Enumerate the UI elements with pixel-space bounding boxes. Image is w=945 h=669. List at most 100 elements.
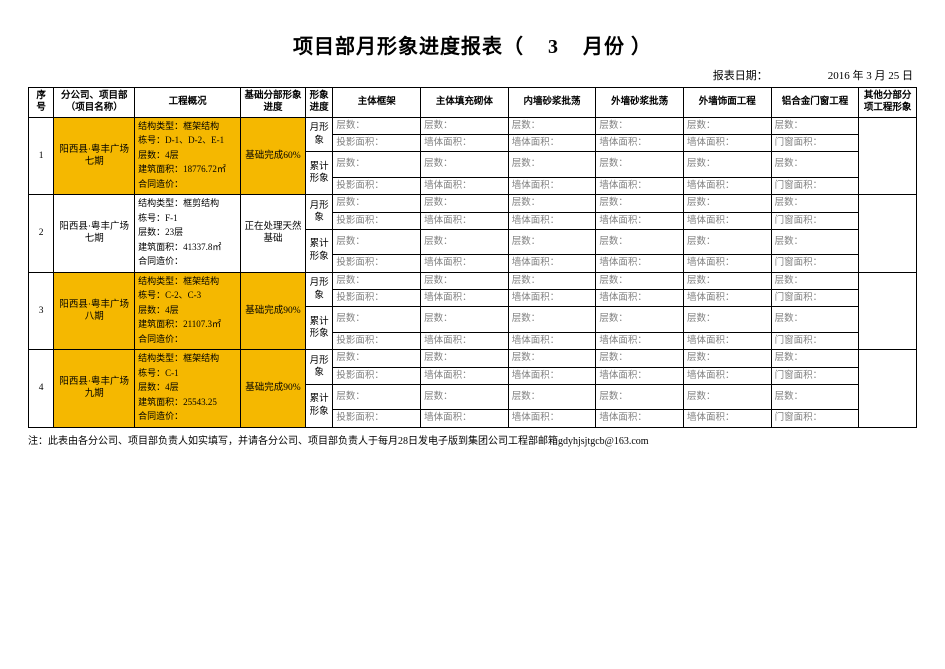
- cell-foundation: 基础完成60%: [241, 117, 306, 195]
- data-cell: 门窗面积：: [771, 332, 859, 349]
- data-cell: 层数：: [596, 117, 684, 134]
- overview-line: 建筑面积：25543.25: [138, 396, 237, 410]
- data-cell: 层数：: [771, 350, 859, 367]
- footer-note: 注：此表由各分公司、项目部负责人如实填写，并请各分公司、项目部负责人于每月28日…: [28, 432, 917, 447]
- data-cell: 投影面积：: [333, 212, 421, 229]
- overview-line: 结构类型：框架结构: [138, 352, 237, 366]
- cell-label-f6: 层数：: [775, 276, 804, 286]
- data-cell: 层数：: [421, 195, 509, 212]
- cell-label: 门窗面积：: [775, 216, 823, 226]
- data-cell: 投影面积：: [333, 135, 421, 152]
- cell-label-f4: 层数：: [599, 198, 628, 208]
- overview-line: 合同造价：: [138, 410, 237, 424]
- cell-label: 墙体面积：: [512, 413, 560, 423]
- data-cell: 层数：: [683, 384, 771, 409]
- cell-label-f1: 层数：: [336, 198, 365, 208]
- data-cell: 层数：: [596, 307, 684, 332]
- report-date-value: 2016 年 3 月 25 日: [828, 67, 913, 83]
- data-cell: 层数：: [421, 350, 509, 367]
- table-row: 4阳西县·粤丰广场九期结构类型：框架结构栋号：C-1层数：4层建筑面积：2554…: [29, 350, 917, 367]
- cell-label: 层数：: [424, 159, 453, 169]
- cell-label-f3: 层数：: [512, 276, 541, 286]
- data-cell: 墙体面积：: [421, 332, 509, 349]
- data-cell: 门窗面积：: [771, 135, 859, 152]
- data-cell: 层数：: [421, 152, 509, 177]
- cell-label-f3: 层数：: [512, 121, 541, 131]
- data-cell: 层数：: [771, 152, 859, 177]
- cell-overview: 结构类型：框架结构栋号：D-1、D-2、E-1层数：4层建筑面积：18776.7…: [135, 117, 241, 195]
- data-cell: 层数：: [333, 272, 421, 289]
- data-cell: 墙体面积：: [508, 255, 596, 272]
- data-cell: 层数：: [683, 195, 771, 212]
- cell-label: 层数：: [599, 237, 628, 247]
- cell-label-f4: 层数：: [599, 353, 628, 363]
- cell-label: 层数：: [775, 237, 804, 247]
- cell-label: 层数：: [775, 159, 804, 169]
- data-cell: 层数：: [333, 195, 421, 212]
- cell-label: 门窗面积：: [775, 336, 823, 346]
- cell-label: 墙体面积：: [599, 336, 647, 346]
- data-cell: 墙体面积：: [683, 135, 771, 152]
- data-cell: 层数：: [771, 117, 859, 134]
- data-cell: 墙体面积：: [683, 332, 771, 349]
- overview-line: 栋号：D-1、D-2、E-1: [138, 134, 237, 148]
- data-cell: 墙体面积：: [508, 135, 596, 152]
- cell-label-f2: 层数：: [424, 276, 453, 286]
- data-cell: 层数：: [421, 229, 509, 254]
- table-row: 2阳西县·粤丰广场七期结构类型：框剪结构栋号：F-1层数：23层建筑面积：413…: [29, 195, 917, 212]
- overview-line: 层数：4层: [138, 304, 237, 318]
- data-cell: 层数：: [508, 117, 596, 134]
- cell-foundation: 基础完成90%: [241, 272, 306, 350]
- cell-label: 墙体面积：: [512, 138, 560, 148]
- data-cell: 墙体面积：: [421, 255, 509, 272]
- cell-label: 层数：: [687, 314, 716, 324]
- data-cell: 投影面积：: [333, 410, 421, 427]
- table-row: 1阳西县·粤丰广场七期结构类型：框架结构栋号：D-1、D-2、E-1层数：4层建…: [29, 117, 917, 134]
- cell-label: 墙体面积：: [512, 181, 560, 191]
- cell-label: 层数：: [599, 392, 628, 402]
- data-cell: 墙体面积：: [596, 332, 684, 349]
- cell-label-f6: 层数：: [775, 353, 804, 363]
- data-cell: 墙体面积：: [421, 367, 509, 384]
- data-cell: 墙体面积：: [596, 212, 684, 229]
- cell-label: 层数：: [512, 159, 541, 169]
- cell-label: 墙体面积：: [687, 293, 735, 303]
- data-cell: 门窗面积：: [771, 177, 859, 194]
- data-cell: 墙体面积：: [596, 290, 684, 307]
- cell-progress-month: 月形象: [305, 195, 333, 230]
- cell-label-f5: 层数：: [687, 121, 716, 131]
- data-cell: 层数：: [333, 152, 421, 177]
- cell-label: 投影面积：: [336, 336, 384, 346]
- data-cell: 层数：: [333, 117, 421, 134]
- cell-label: 层数：: [599, 159, 628, 169]
- report-date-label: 报表日期：: [713, 67, 768, 83]
- data-cell: 门窗面积：: [771, 255, 859, 272]
- cell-label: 投影面积：: [336, 371, 384, 381]
- overview-line: 建筑面积：18776.72㎡: [138, 163, 237, 177]
- cell-other: [859, 117, 917, 195]
- data-cell: 层数：: [596, 229, 684, 254]
- cell-progress-cum: 累计形象: [305, 229, 333, 272]
- table-row: 3阳西县·粤丰广场八期结构类型：框架结构栋号：C-2、C-3层数：4层建筑面积：…: [29, 272, 917, 289]
- cell-label: 投影面积：: [336, 138, 384, 148]
- data-cell: 层数：: [596, 152, 684, 177]
- cell-label-f2: 层数：: [424, 121, 453, 131]
- cell-label: 墙体面积：: [424, 216, 472, 226]
- cell-label-f5: 层数：: [687, 276, 716, 286]
- cell-label: 墙体面积：: [424, 181, 472, 191]
- cell-label: 门窗面积：: [775, 138, 823, 148]
- header-row: 序号 分公司、项目部（项目名称） 工程概况 基础分部形象进度 形象进度 主体框架…: [29, 88, 917, 118]
- report-date-line: 报表日期： 2016 年 3 月 25 日: [28, 67, 913, 83]
- cell-label: 投影面积：: [336, 293, 384, 303]
- col-seq: 序号: [29, 88, 54, 118]
- cell-progress-month: 月形象: [305, 272, 333, 307]
- data-cell: 层数：: [421, 384, 509, 409]
- data-cell: 墙体面积：: [421, 177, 509, 194]
- data-cell: 墙体面积：: [421, 212, 509, 229]
- col-plaster-in: 内墙砂浆批荡: [508, 88, 596, 118]
- overview-line: 合同造价：: [138, 255, 237, 269]
- data-cell: 层数：: [333, 350, 421, 367]
- cell-progress-cum: 累计形象: [305, 384, 333, 427]
- col-project: 分公司、项目部（项目名称）: [54, 88, 135, 118]
- data-cell: 墙体面积：: [596, 135, 684, 152]
